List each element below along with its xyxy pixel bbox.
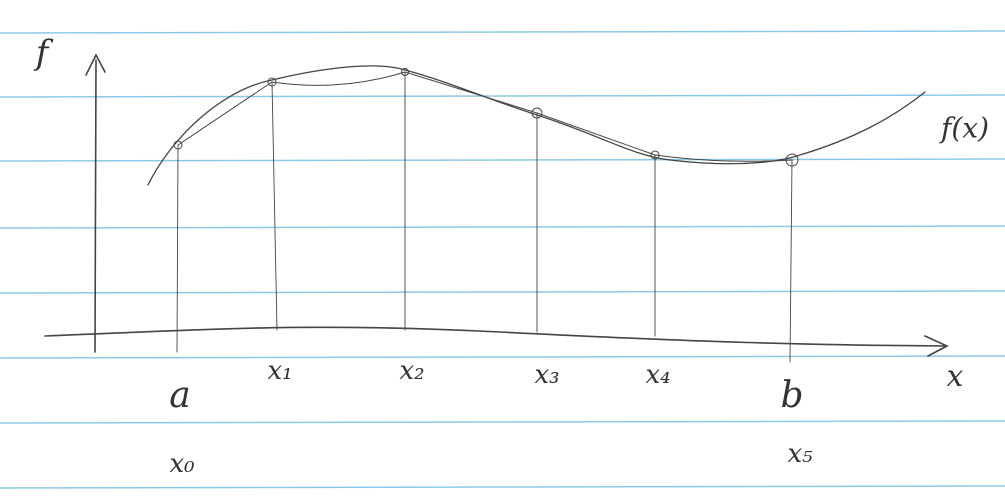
curve bbox=[148, 66, 925, 185]
node-markers bbox=[174, 69, 798, 167]
node-label: x₁ bbox=[267, 356, 292, 386]
node-label: x₄ bbox=[645, 360, 670, 390]
node-label: x₂ bbox=[399, 356, 424, 386]
node-alias: a bbox=[169, 375, 190, 416]
node-label: x₃ bbox=[534, 360, 559, 390]
curve-label: f(x) bbox=[939, 112, 989, 145]
node-label: x₅ bbox=[787, 439, 813, 469]
x-axis bbox=[45, 327, 947, 356]
x-axis-label: x bbox=[947, 359, 964, 394]
ruled-lines bbox=[0, 31, 1005, 488]
y-axis bbox=[86, 55, 105, 352]
verticals bbox=[177, 72, 792, 362]
y-axis-label: f bbox=[33, 33, 54, 73]
diagram: f x f(x) a x₀ x₁ x₂ x₃ x₄ b x₅ bbox=[0, 0, 1005, 497]
node-label: x₀ bbox=[169, 449, 195, 479]
node-alias: b bbox=[780, 375, 803, 416]
